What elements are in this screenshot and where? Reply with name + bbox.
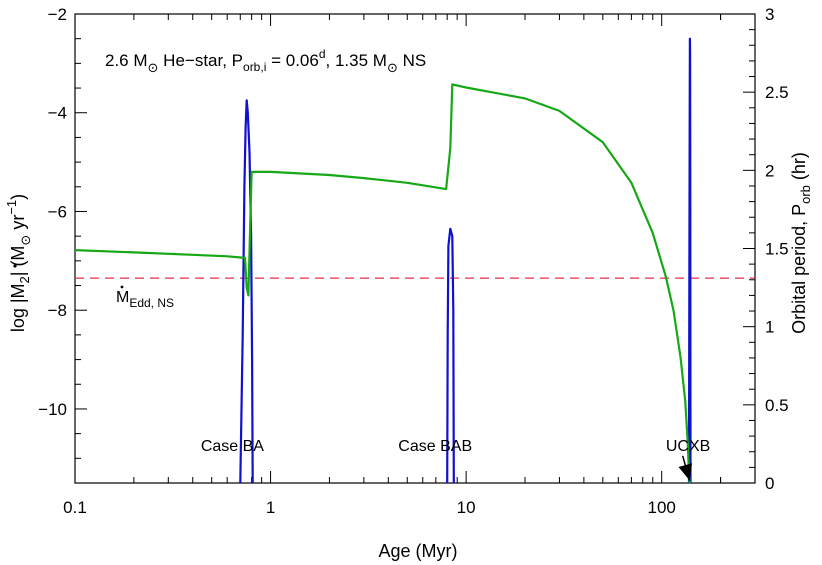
chart-title: 2.6 M⊙ He−star, Porb,i = 0.06d, 1.35 M⊙ …: [105, 47, 426, 75]
plot-box: [74, 13, 756, 484]
eddington-dot: [120, 285, 124, 289]
y-left-tick-label: −8: [48, 301, 67, 320]
orbital-period-line: [74, 83, 691, 484]
y-right-tick-label: 1.5: [765, 240, 789, 259]
case-annotation: UCXB: [666, 438, 710, 455]
y-right-tick-label: 2: [765, 161, 774, 180]
tick-labels: 0.1 1 10 100 −4 −6 −8 −10 −2 0 0.5 1 1.5 2 2.5 3: [38, 5, 788, 517]
x-tick-label: 0.1: [63, 498, 87, 517]
plot-frame: [74, 13, 756, 484]
case-annotation: Case BA: [201, 438, 264, 455]
y-left-tick-label: −4: [48, 104, 67, 123]
x-tick-label: 100: [648, 498, 676, 517]
x-tick-label: 1: [266, 498, 275, 517]
y-axis-right-label: Orbital period, Porb (hr): [789, 152, 813, 334]
axis-ticks: [74, 13, 756, 484]
y-left-tick-label: −6: [48, 202, 67, 221]
y-axis-left-label: log |M2| (M⊙ yr−1): [4, 194, 33, 332]
eddington-label: MEdd, NS: [116, 289, 174, 310]
y-right-tick-label: 1: [765, 318, 774, 337]
y-left-tick-label: −2: [48, 5, 67, 24]
x-axis-label: Age (Myr): [378, 541, 457, 561]
y-right-tick-label: 0.5: [765, 396, 789, 415]
mass-transfer-rate-line: [239, 37, 692, 484]
x-tick-label: 10: [457, 498, 476, 517]
y-right-tick-label: 2.5: [765, 83, 789, 102]
ucxb-arrow-head: [678, 463, 693, 481]
data-series: [74, 37, 755, 484]
y-right-tick-label: 0: [765, 474, 774, 493]
case-annotation: Case BAB: [398, 438, 472, 455]
annotations: Case BA Case BAB UCXB: [201, 438, 710, 481]
y-right-tick-label: 3: [765, 5, 774, 24]
mdot-dot: [13, 264, 17, 268]
y-left-tick-label: −10: [38, 400, 67, 419]
